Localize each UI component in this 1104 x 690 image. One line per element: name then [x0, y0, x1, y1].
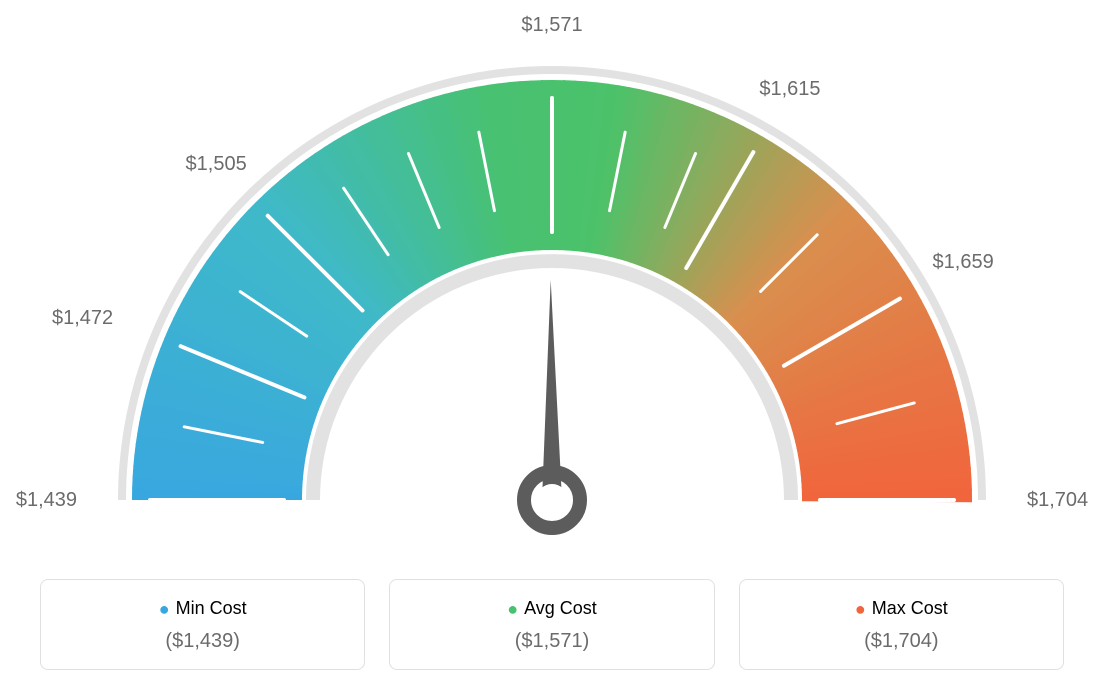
summary-cards: ● Min Cost ($1,439) ● Avg Cost ($1,571) ● M…: [40, 579, 1064, 670]
svg-text:$1,472: $1,472: [52, 307, 113, 329]
svg-text:$1,704: $1,704: [1027, 489, 1088, 511]
max-cost-title: ● Max Cost: [750, 598, 1053, 620]
min-dot-icon: ●: [159, 599, 170, 619]
gauge-svg: $1,439 $1,472 $1,505 $1,571 $1,615 $1,659 $1,7…: [0, 0, 1104, 560]
min-cost-title: ● Min Cost: [51, 598, 354, 620]
svg-text:$1,571: $1,571: [521, 14, 582, 36]
min-cost-value: ($1,439): [51, 630, 354, 653]
max-dot-icon: ●: [855, 599, 866, 619]
svg-text:$1,505: $1,505: [186, 153, 247, 175]
avg-cost-label: Avg Cost: [524, 598, 597, 618]
avg-cost-title: ● Avg Cost: [400, 598, 703, 620]
svg-text:$1,659: $1,659: [933, 251, 994, 273]
max-cost-label: Max Cost: [872, 598, 948, 618]
avg-dot-icon: ●: [507, 599, 518, 619]
avg-cost-value: ($1,571): [400, 630, 703, 653]
min-cost-label: Min Cost: [176, 598, 247, 618]
min-cost-card: ● Min Cost ($1,439): [40, 579, 365, 670]
svg-text:$1,439: $1,439: [16, 489, 77, 511]
avg-cost-card: ● Avg Cost ($1,571): [389, 579, 714, 670]
svg-text:$1,615: $1,615: [759, 78, 820, 100]
max-cost-value: ($1,704): [750, 630, 1053, 653]
gauge-chart: $1,439 $1,472 $1,505 $1,571 $1,615 $1,659 $1,7…: [0, 0, 1104, 560]
chart-container: $1,439 $1,472 $1,505 $1,571 $1,615 $1,659 $1,7…: [0, 0, 1104, 690]
max-cost-card: ● Max Cost ($1,704): [739, 579, 1064, 670]
